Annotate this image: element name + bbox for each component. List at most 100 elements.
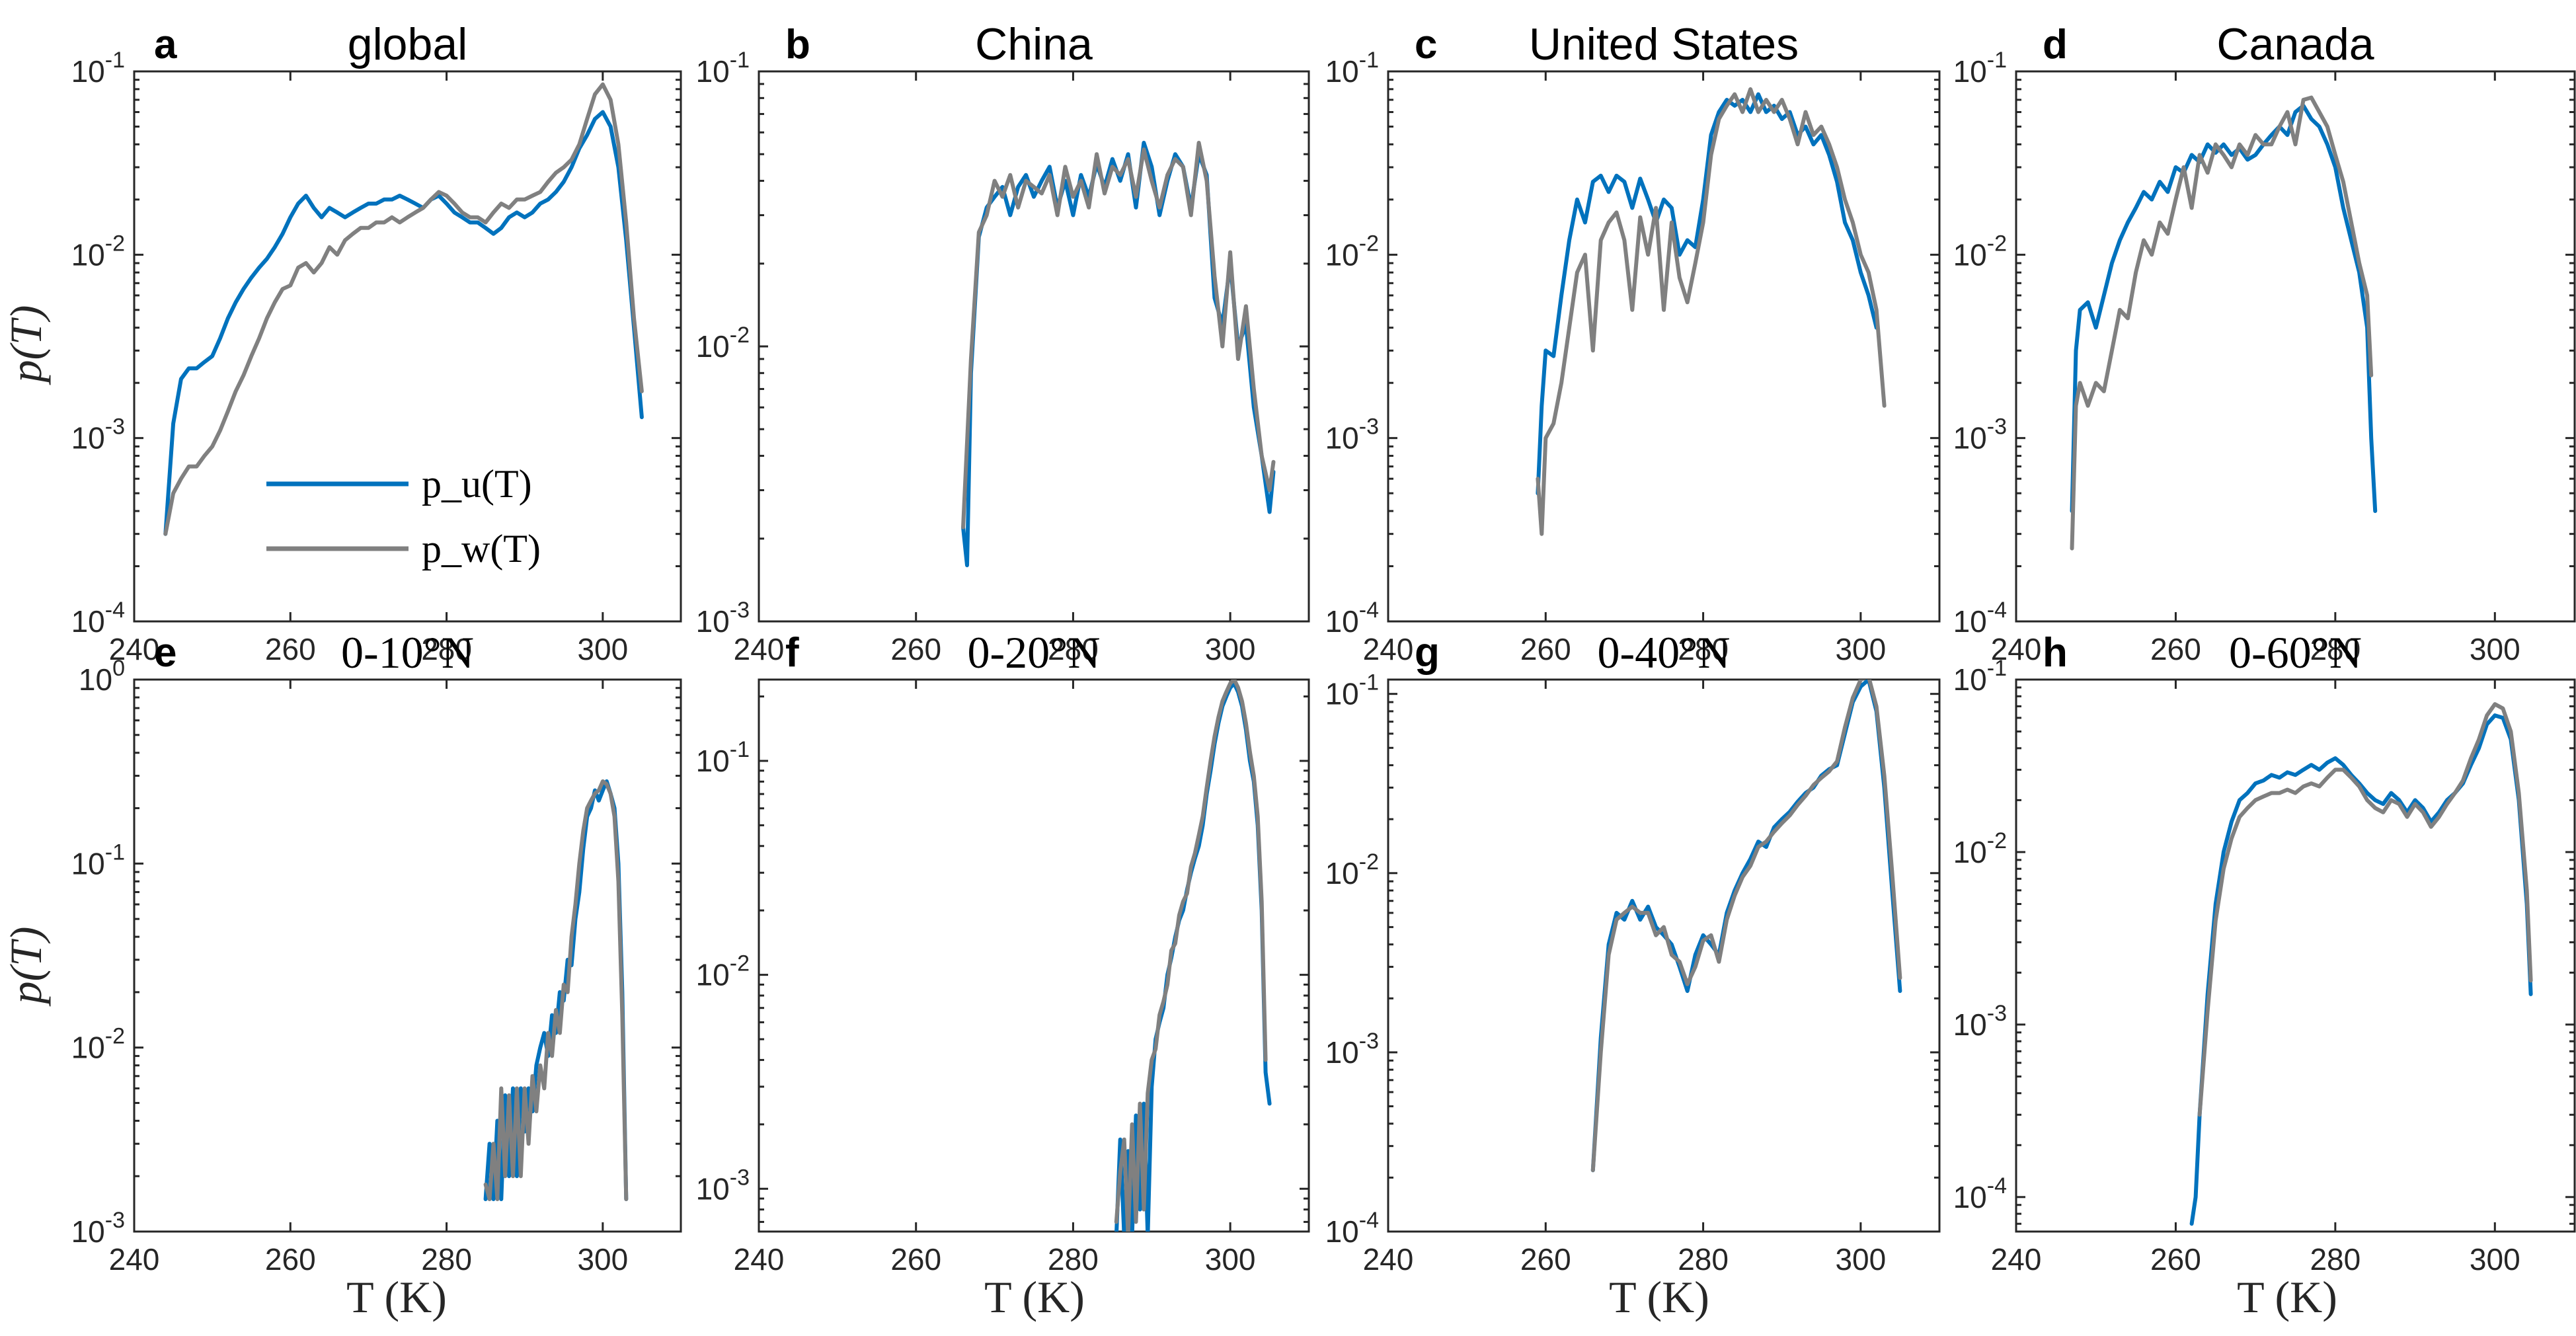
ytick-label-e: 10-3 [71,1208,125,1249]
panel-letter-g: g [1415,630,1440,676]
ytick-base: 10 [1953,835,1987,869]
ytick-exponent: -3 [105,1208,125,1233]
xtick-label-d: 280 [2310,632,2361,666]
panel-title-h: 0-60°N [2229,627,2362,678]
ytick-label-c: 10-3 [1325,414,1379,455]
ytick-label-b: 10-3 [696,598,750,639]
ytick-label-e: 10-2 [71,1024,125,1065]
ytick-base: 10 [1953,237,1987,272]
xtick-label-g: 280 [1678,1242,1729,1277]
ytick-exponent: -3 [730,1165,750,1190]
ytick-label-d: 10-3 [1953,414,2007,455]
plot-frame-c [1387,70,1941,623]
ytick-base: 10 [71,54,105,89]
xtick-label-f: 260 [890,1242,941,1277]
series-pu-line-h [2189,713,2533,1226]
plot-frame-f [758,678,1310,1233]
plot-frame-h [2015,678,2576,1233]
panel-letter-c: c [1415,22,1437,67]
ytick-base: 10 [1325,604,1359,639]
ytick-label-c: 10-1 [1325,48,1379,89]
ytick-label-h: 10-1 [1953,656,2007,697]
xtick-label-a: 280 [421,632,472,666]
ytick-exponent: -1 [1987,656,2007,681]
xtick-label-d: 300 [2470,632,2520,666]
ytick-exponent: -1 [730,48,750,73]
xtick-label-e: 280 [421,1242,472,1277]
series-pw-line-d [2070,95,2374,551]
xtick-label-e: 240 [109,1242,160,1277]
series-pu-line-c [1536,92,1879,496]
xtick-label-b: 280 [1048,632,1099,666]
ytick-base: 10 [1953,662,1987,697]
panel-letter-b: b [785,22,810,67]
ytick-exponent: -1 [105,840,125,865]
panel-letter-a: a [154,22,177,67]
panel-letter-d: d [2043,22,2068,67]
xtick-label-b: 240 [734,632,785,666]
ytick-label-d: 10-2 [1953,231,2007,272]
series-pw-line-g [1590,680,1902,1173]
xtick-label-a: 260 [265,632,316,666]
panel-title-a: global [348,19,468,69]
xtick-label-g: 300 [1835,1242,1886,1277]
ytick-exponent: -2 [730,951,750,976]
ytick-label-c: 10-4 [1325,598,1379,639]
ytick-base: 10 [1325,421,1359,455]
ytick-base: 10 [1953,604,1987,639]
series-pw-line-h [2197,702,2533,1117]
plot-frame-g [1387,678,1941,1233]
legend: p_u(T) p_w(T) [266,462,541,570]
xtick-label-c: 300 [1835,632,1886,666]
ytick-exponent: -2 [1359,231,1379,256]
series-pw-line-e [483,779,629,1201]
ytick-exponent: 0 [112,656,125,681]
ytick-base: 10 [71,846,105,881]
xtick-label-f: 300 [1205,1242,1256,1277]
xtick-label-a: 300 [577,632,628,666]
ytick-label-a: 10-2 [71,231,125,272]
ylabel-bottom: p(T) [1,926,51,1006]
xlabel-g: T (K) [1609,1272,1709,1322]
ytick-exponent: -1 [1359,48,1379,73]
xtick-label-e: 300 [577,1242,628,1277]
ytick-exponent: -1 [1359,670,1379,695]
xtick-label-h: 260 [2150,1242,2201,1277]
ytick-exponent: -2 [730,323,750,348]
ytick-exponent: -2 [1359,849,1379,875]
ytick-exponent: -3 [1987,1001,2007,1026]
ytick-base: 10 [1953,421,1987,455]
ytick-label-b: 10-1 [696,48,750,89]
xtick-label-c: 260 [1520,632,1571,666]
series-pw-line-c [1536,87,1887,536]
series-pw-line-b [961,141,1276,530]
legend-label-pw: p_w(T) [422,527,541,570]
ytick-base: 10 [1325,677,1359,711]
ytick-exponent: -2 [1987,828,2007,853]
ytick-exponent: -4 [105,598,125,623]
ytick-exponent: -1 [1987,48,2007,73]
ytick-label-h: 10-4 [1953,1173,2007,1214]
ytick-base: 10 [1325,1035,1359,1070]
xtick-label-h: 280 [2310,1242,2361,1277]
plot-frame-d [2015,70,2576,623]
xtick-label-h: 300 [2470,1242,2520,1277]
xtick-label-b: 260 [890,632,941,666]
panel-title-d: Canada [2216,19,2374,69]
panel-letter-f: f [785,630,799,676]
ytick-base: 10 [71,1031,105,1065]
ytick-label-g: 10-1 [1325,670,1379,711]
ytick-exponent: -3 [105,414,125,440]
xlabel-e: T (K) [346,1272,447,1322]
ytick-label-g: 10-3 [1325,1029,1379,1070]
xtick-label-c: 280 [1678,632,1729,666]
xlabel-f: T (K) [984,1272,1085,1322]
ytick-exponent: -4 [1359,598,1379,623]
panel-title-b: China [975,19,1093,69]
panel-title-f: 0-20°N [968,627,1101,678]
ytick-exponent: -1 [105,48,125,73]
